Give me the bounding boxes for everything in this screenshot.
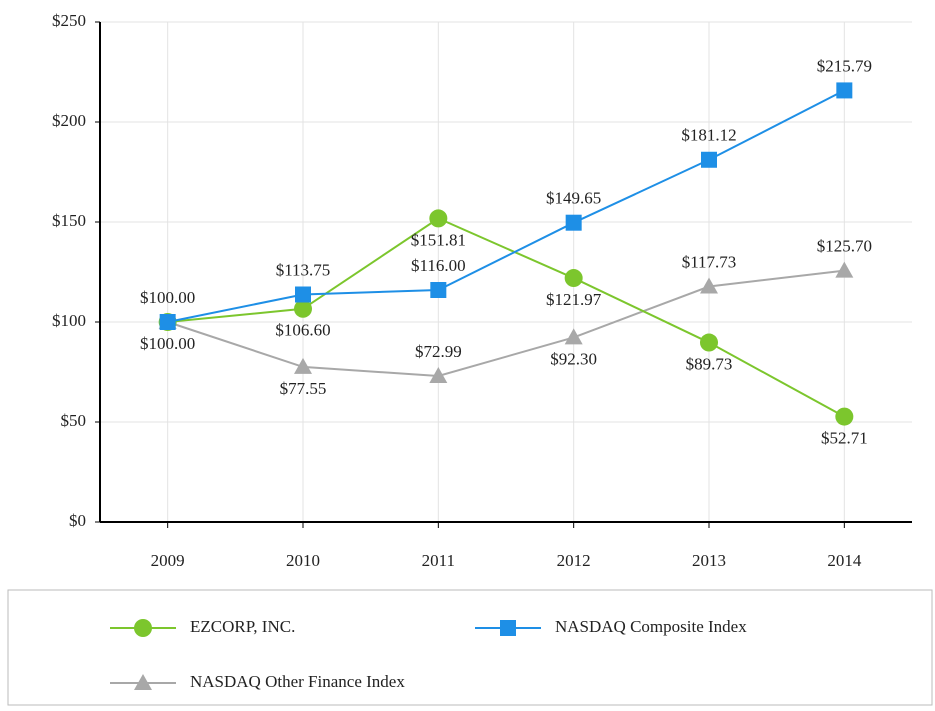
data-label: $125.70 (817, 237, 872, 256)
point (700, 277, 718, 294)
point (564, 328, 583, 345)
data-label: $77.55 (280, 379, 327, 398)
y-tick-label: $150 (52, 211, 86, 230)
data-label: $52.71 (821, 428, 868, 447)
y-tick-label: $0 (69, 511, 86, 530)
point (835, 261, 854, 278)
y-tick-label: $200 (52, 111, 86, 130)
point (295, 286, 311, 303)
data-label: $72.99 (415, 342, 462, 361)
legend-label: NASDAQ Other Finance Index (190, 672, 405, 691)
point (429, 367, 448, 384)
legend-label: EZCORP, INC. (190, 617, 295, 636)
y-tick-label: $250 (52, 11, 86, 30)
x-tick-label: 2012 (557, 551, 591, 570)
data-label: $100.00 (140, 334, 195, 353)
legend-marker (500, 620, 516, 636)
data-label: $121.97 (546, 290, 602, 309)
y-tick-label: $50 (61, 411, 87, 430)
point (835, 407, 854, 426)
x-tick-label: 2010 (286, 551, 320, 570)
series-line (167, 89, 845, 323)
data-label: $100.00 (140, 288, 195, 307)
x-tick-label: 2013 (692, 551, 726, 570)
point (294, 357, 312, 374)
data-label: $113.75 (276, 260, 331, 279)
legend-marker (134, 619, 152, 637)
y-tick-label: $100 (52, 311, 86, 330)
point (294, 299, 312, 318)
x-tick-label: 2014 (827, 551, 862, 570)
data-label: $89.73 (686, 354, 733, 373)
point (700, 333, 718, 352)
legend-label: NASDAQ Composite Index (555, 617, 747, 636)
point (429, 209, 448, 228)
point (701, 151, 717, 168)
legend-box (7, 589, 933, 706)
data-label: $117.73 (682, 252, 737, 271)
point (159, 314, 176, 330)
series-line (167, 269, 845, 378)
data-label: $106.60 (275, 321, 330, 340)
data-label: $181.12 (681, 126, 736, 145)
point (564, 269, 583, 288)
data-label: $116.00 (411, 256, 466, 275)
legend-marker (134, 674, 152, 690)
x-tick-label: 2009 (151, 551, 185, 570)
point (430, 282, 447, 298)
data-label: $151.81 (411, 230, 466, 249)
x-tick-label: 2011 (422, 551, 455, 570)
data-label: $215.79 (817, 56, 872, 75)
point (565, 214, 582, 231)
series-line (167, 217, 845, 418)
data-label: $149.65 (546, 189, 601, 208)
data-label: $92.30 (550, 349, 597, 368)
point (836, 82, 853, 99)
